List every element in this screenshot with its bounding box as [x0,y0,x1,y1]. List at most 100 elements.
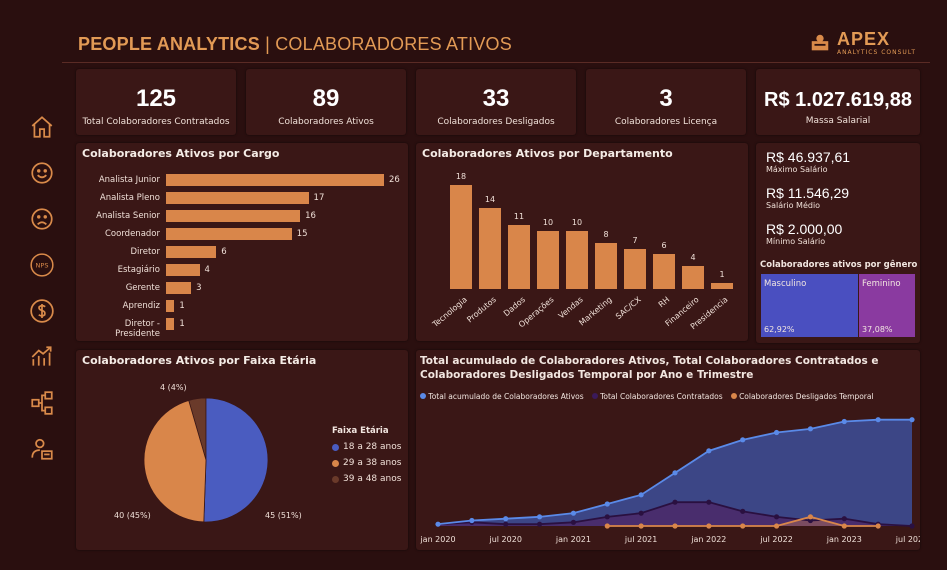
kpi-label: Massa Salarial [805,116,871,126]
cargo-bar[interactable] [166,210,301,222]
departamento-category-label: RH [657,295,672,310]
departamento-bar[interactable] [624,248,646,289]
gender-male-block[interactable]: Masculino 62,92% [761,274,858,337]
kpi-value: 33 [482,85,510,112]
dollar-icon[interactable] [25,294,59,328]
departamento-category-label: Dados [501,295,527,319]
departamento-bar-value: 4 [690,252,696,262]
departamento-bar[interactable] [595,242,617,289]
logo: APEX ANALYTICS CONSULT [809,30,916,56]
departamento-bar[interactable] [537,231,559,289]
legend-dot [332,475,339,483]
cargo-bar-value: 17 [313,193,325,203]
max-salary-label: Máximo Salário [766,165,828,174]
gender-female-block[interactable]: Feminino 37,08% [859,274,915,337]
series-desligados-point [638,523,644,529]
series-contratados-point [638,510,644,516]
series-ativos-point [672,470,678,476]
cargo-bar[interactable] [166,318,175,330]
kpi-contratados: 125 Total Colaboradores Contratados [76,69,236,135]
cargo-bar[interactable] [166,300,175,312]
series-desligados-point [807,514,814,520]
series-ativos-point [706,448,712,454]
legend-item[interactable]: Colaboradores Desligados Temporal [730,392,874,401]
chart-up-icon[interactable] [25,340,59,374]
legend-item[interactable]: 29 a 38 anos [332,458,401,468]
series-contratados-point [503,521,509,527]
series-ativos-point [469,517,475,524]
sad-icon[interactable] [25,202,59,236]
nps-icon[interactable]: NPS [25,248,59,282]
x-tick-label: jan 2020 [419,535,455,544]
departamento-chart-panel: Colaboradores Ativos por Departamento 18… [416,143,748,341]
user-card-icon[interactable] [25,432,59,466]
departamento-bar[interactable] [653,254,675,289]
series-ativos-point [841,418,847,425]
series-ativos-point [435,521,441,527]
series-contratados-point [909,523,915,529]
series-ativos-point [807,426,814,432]
min-salary-value: R$ 2.000,00 [766,221,843,237]
cargo-bar[interactable] [166,174,384,186]
smile-icon[interactable] [25,156,59,190]
series-contratados-point [536,521,543,527]
legend-label: Colaboradores Desligados Temporal [739,392,874,401]
cargo-bar-value: 6 [221,247,227,257]
series-ativos-point [604,501,610,507]
series-ativos-point [909,417,915,423]
departamento-bar[interactable] [682,265,704,289]
kpi-label: Colaboradores Desligados [437,117,555,127]
cargo-bar[interactable] [166,246,217,258]
cargo-bar[interactable] [166,264,200,276]
cargo-bar-label: Analista Senior [96,211,160,221]
departamento-bar-value: 8 [603,229,609,239]
series-contratados-point [604,514,610,520]
series-contratados-point [773,514,780,520]
min-salary-label: Mínimo Salário [766,237,826,246]
legend-label: Total Colaboradores Contratados [600,392,723,401]
legend-label: 18 a 28 anos [343,442,402,452]
departamento-bar-value: 18 [455,172,467,181]
cargo-bar-label: Analista Junior [98,175,160,185]
org-chart-icon[interactable] [25,386,59,420]
series-ativos-point [740,437,746,443]
departamento-category-label: SAC/CX [614,295,643,322]
departamento-bar-value: 10 [571,218,583,228]
legend-item[interactable]: Total Colaboradores Contratados [591,392,723,401]
series-desligados-point [672,523,678,529]
title-separator: | [265,34,270,54]
timeline-area-chart: jan 2020 jul 2020 jan 2021 jul 2021 jan 2022… [419,417,920,544]
kpi-label: Colaboradores Licença [614,117,718,127]
title-sub: COLABORADORES ATIVOS [275,34,512,54]
legend-item[interactable]: 39 a 48 anos [332,474,401,484]
avg-salary: R$ 11.546,29 Salário Médio [766,185,849,210]
cargo-bar-label: Diretor [130,247,160,257]
cargo-bar[interactable] [166,192,309,204]
departamento-bar[interactable] [450,185,472,289]
cargo-bar[interactable] [166,282,192,294]
legend-item[interactable]: 18 a 28 anos [332,442,401,452]
departamento-bar-value: 7 [632,235,638,245]
departamento-bar[interactable] [566,231,588,289]
departamento-bar[interactable] [711,283,733,289]
logo-brand: APEX [836,29,890,49]
departamento-bar[interactable] [479,208,501,289]
series-desligados-point [875,523,881,529]
legend-item[interactable]: Total acumulado de Colaboradores Ativos [420,392,584,401]
series-desligados-point [773,523,780,529]
series-ativos-point [570,510,577,516]
x-tick-label: jul 2021 [624,535,657,544]
series-ativos-point [875,417,881,423]
legend-label: 39 a 48 anos [343,474,402,484]
series-desligados-point [604,523,610,529]
pie-slice-label: 4 (4%) [160,383,187,392]
title-main: PEOPLE ANALYTICS [78,34,260,54]
home-icon[interactable] [25,110,59,144]
pie-slice-label: 45 (51%) [265,511,302,520]
departamento-bar-value: 14 [484,195,496,205]
series-contratados-point [841,516,847,522]
avg-salary-label: Salário Médio [766,201,821,210]
legend-label: Total acumulado de Colaboradores Ativos [428,392,584,401]
departamento-bar[interactable] [508,225,530,289]
cargo-bar[interactable] [166,228,292,240]
